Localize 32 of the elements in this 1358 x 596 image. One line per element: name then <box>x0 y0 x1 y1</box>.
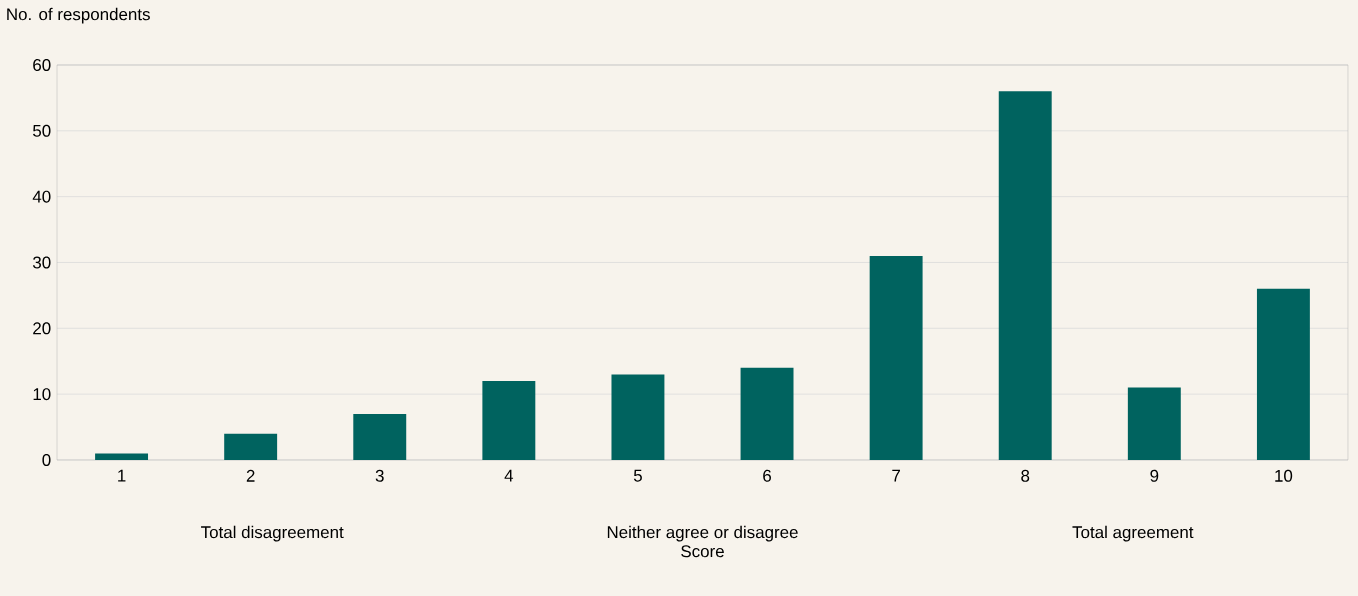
bar <box>869 255 923 460</box>
x-tick-label: 10 <box>1275 469 1293 482</box>
y-tick-label: 20 <box>33 322 51 335</box>
y-tick-label: 60 <box>33 58 51 71</box>
text: Neither agree or disagree <box>607 525 798 542</box>
bar <box>1256 288 1310 460</box>
x-tick-label: 6 <box>763 469 771 482</box>
x-tick-label: 8 <box>1021 469 1030 482</box>
text: Total disagreement <box>201 525 344 542</box>
x-tick-label: 1 <box>118 469 126 482</box>
x-tick-label: 2 <box>246 469 255 482</box>
x-tick-label: 3 <box>375 469 384 482</box>
bar <box>740 367 794 460</box>
y-tick-label: 30 <box>32 256 51 269</box>
y-tick-label: 50 <box>33 124 51 137</box>
x-tick-label: 9 <box>1150 469 1159 482</box>
text: Total agreement <box>1072 525 1194 542</box>
bar <box>224 433 278 460</box>
x-tick-label: 7 <box>892 469 900 482</box>
x-tick-label: 5 <box>633 469 642 482</box>
y-axis-title: No. of respondents <box>7 7 150 24</box>
bar <box>353 413 407 460</box>
y-tick-label: 0 <box>42 453 51 466</box>
bar <box>998 91 1052 460</box>
y-tick-label: 10 <box>33 388 51 401</box>
y-tick-label: 40 <box>32 190 51 203</box>
bar <box>611 374 665 460</box>
x-axis-title: Score <box>681 545 724 558</box>
bar <box>482 380 536 460</box>
x-tick-label: 4 <box>504 469 514 482</box>
bar <box>95 453 149 460</box>
bar <box>1127 387 1181 460</box>
